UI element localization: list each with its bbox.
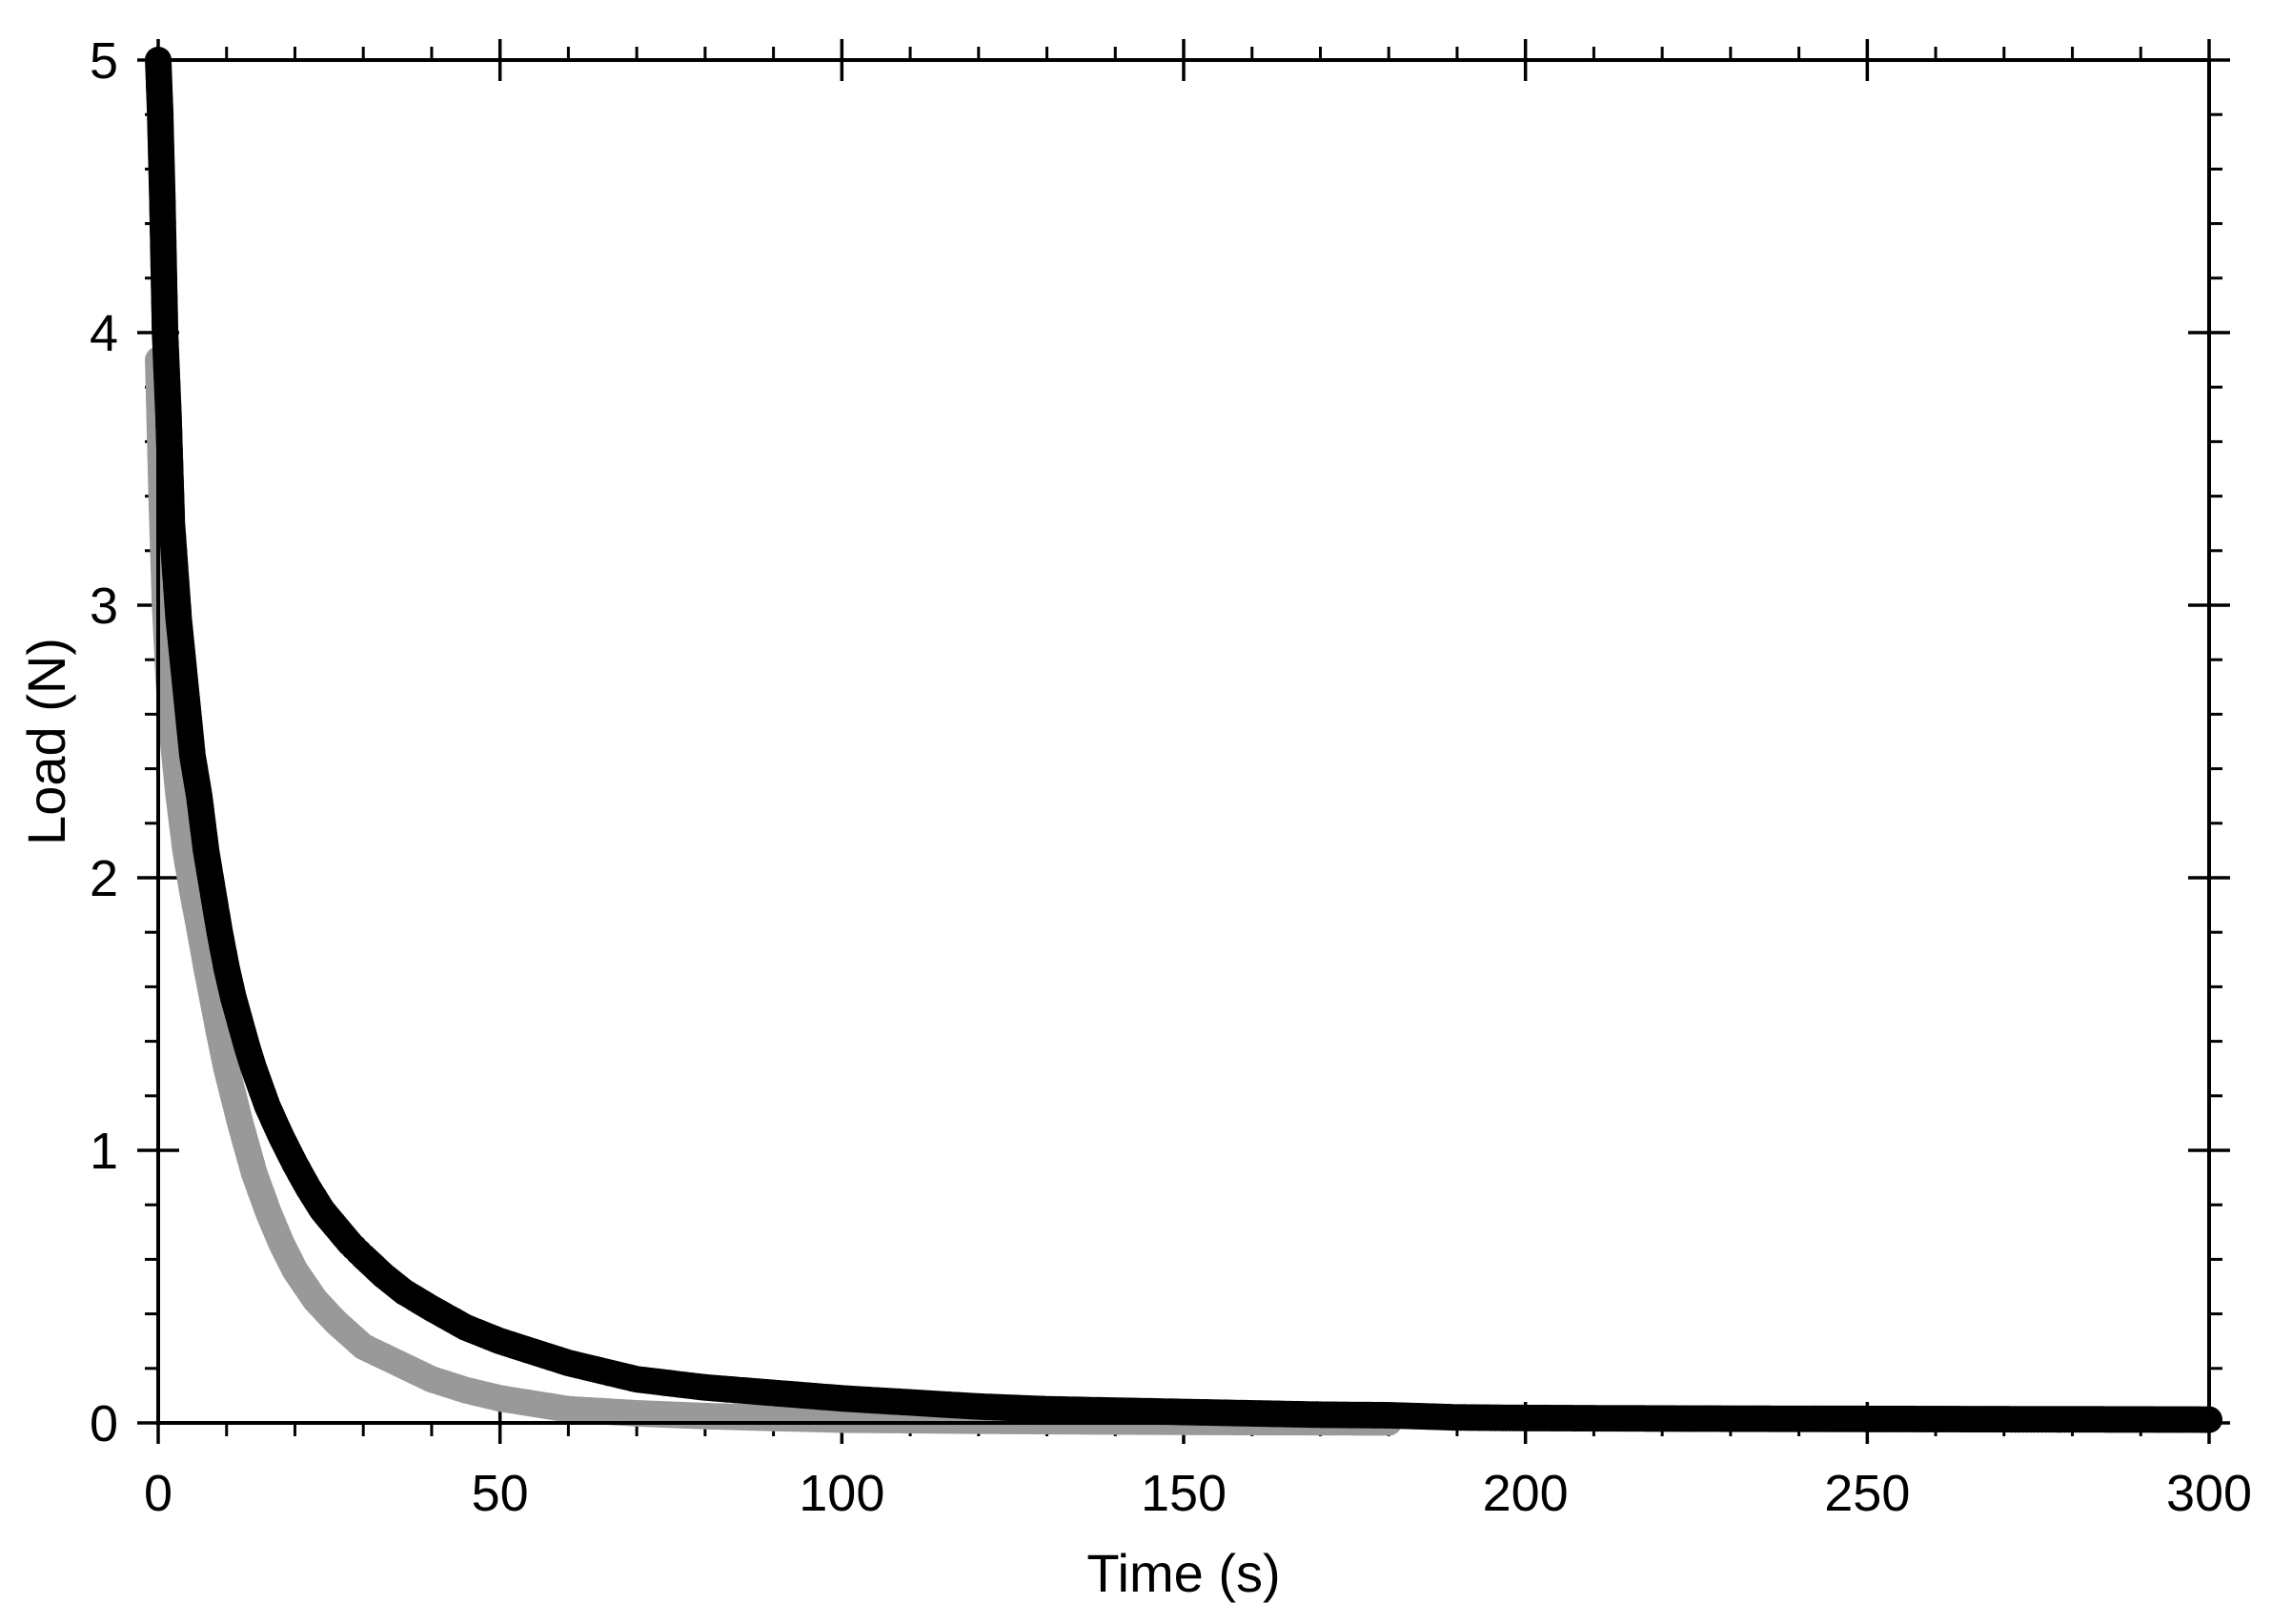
y-tick-label: 5 xyxy=(90,32,118,90)
x-tick-label: 100 xyxy=(799,1465,884,1522)
major-ticks xyxy=(137,39,2230,1444)
x-tick-label: 250 xyxy=(1824,1465,1910,1522)
plot-frame xyxy=(156,58,2211,1425)
series-2 xyxy=(145,47,2222,1433)
y-tick-label: 1 xyxy=(90,1123,118,1180)
y-axis-title: Load (N) xyxy=(16,638,76,845)
y-tick-label: 2 xyxy=(90,850,118,907)
y-tick-label: 3 xyxy=(90,578,118,635)
x-axis-title: Time (s) xyxy=(1086,1543,1280,1603)
series-layer xyxy=(145,47,2222,1436)
x-tick-label: 50 xyxy=(472,1465,529,1522)
y-tick-label: 0 xyxy=(90,1395,118,1452)
series-1 xyxy=(145,346,1403,1436)
x-tick-label: 150 xyxy=(1141,1465,1227,1522)
tick-labels: 0 50 100 150 200 250 300 0 1 2 3 4 5 xyxy=(90,32,2252,1522)
x-tick-label: 0 xyxy=(144,1465,172,1522)
x-tick-label: 200 xyxy=(1483,1465,1569,1522)
y-tick-label: 4 xyxy=(90,305,118,362)
minor-ticks xyxy=(145,47,2222,1436)
x-tick-label: 300 xyxy=(2166,1465,2252,1522)
